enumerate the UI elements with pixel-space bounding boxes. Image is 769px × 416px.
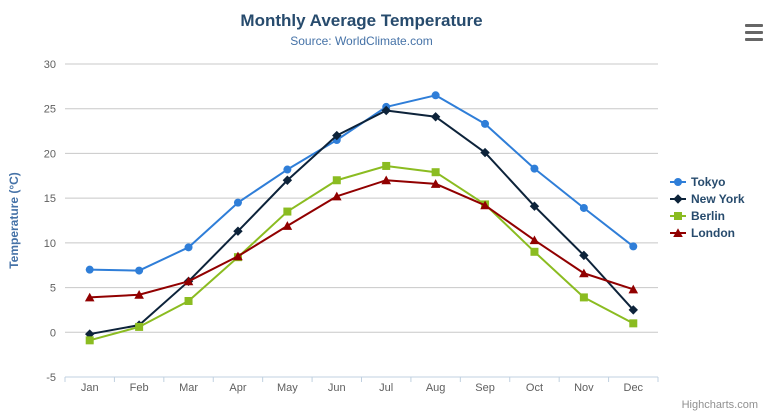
legend-item-label: Berlin (691, 208, 726, 223)
x-axis-label: Feb (130, 382, 149, 394)
y-axis-label: 20 (44, 148, 56, 160)
series-line-london[interactable] (88, 179, 635, 299)
series-new-york[interactable] (85, 105, 638, 339)
y-axis-label: 5 (50, 283, 56, 295)
legend-marker-triangle-icon (670, 227, 686, 237)
y-axis-label: 10 (44, 238, 56, 250)
y-axis-labels: -5 0 5 10 15 20 25 30 (44, 59, 56, 384)
x-axis-label: May (277, 382, 298, 394)
legend-item-label: Tokyo (691, 174, 726, 189)
x-axis-label: Jan (81, 382, 99, 394)
x-axis-label: Mar (179, 382, 198, 394)
legend-item-new-york[interactable]: New York (670, 191, 745, 206)
x-axis (64, 376, 659, 382)
y-axis-label: 0 (50, 327, 56, 339)
chart-title: Monthly Average Temperature (240, 11, 483, 30)
y-axis-label: 15 (44, 193, 56, 205)
series-london[interactable] (84, 175, 639, 302)
y-axis-label: -5 (46, 372, 56, 384)
hamburger-icon (744, 24, 764, 41)
legend-marker-circle-icon (670, 177, 686, 186)
x-axis-label: Sep (475, 382, 495, 394)
x-axis-label: Aug (426, 382, 446, 394)
export-menu-button[interactable] (744, 24, 764, 41)
x-axis-label: Nov (574, 382, 594, 394)
legend-marker-diamond-icon (670, 193, 686, 204)
x-axis-label: Apr (229, 382, 246, 394)
legend-item-label: New York (691, 191, 745, 206)
x-axis-label: Dec (624, 382, 644, 394)
series-markers-new-york[interactable] (85, 105, 638, 339)
y-axis-title: Temperature (°C) (7, 172, 21, 269)
credits-link[interactable]: Highcharts.com (681, 399, 758, 411)
x-axis-labels: Jan Feb Mar Apr May Jun Jul Aug Sep Oct Nov Dec (81, 382, 644, 394)
series-line-berlin[interactable] (88, 164, 635, 342)
series-tokyo[interactable] (85, 91, 638, 275)
x-axis-label: Jun (328, 382, 346, 394)
y-axis-label: 25 (44, 104, 56, 116)
series-markers-tokyo[interactable] (85, 91, 638, 275)
legend-item-label: London (691, 225, 735, 240)
gridlines (65, 63, 658, 378)
legend-item-london[interactable]: London (670, 225, 745, 240)
legend-item-tokyo[interactable]: Tokyo (670, 174, 745, 189)
legend: Tokyo New York Berlin London (670, 174, 745, 242)
series-line-tokyo[interactable] (88, 94, 635, 272)
legend-item-berlin[interactable]: Berlin (670, 208, 745, 223)
series-markers-london[interactable] (84, 175, 639, 302)
series-line-new-york[interactable] (88, 109, 635, 336)
x-axis-label: Jul (379, 382, 393, 394)
y-axis-label: 30 (44, 59, 56, 71)
chart-subtitle: Source: WorldClimate.com (290, 34, 433, 48)
x-axis-label: Oct (526, 382, 543, 394)
legend-marker-square-icon (670, 211, 686, 220)
